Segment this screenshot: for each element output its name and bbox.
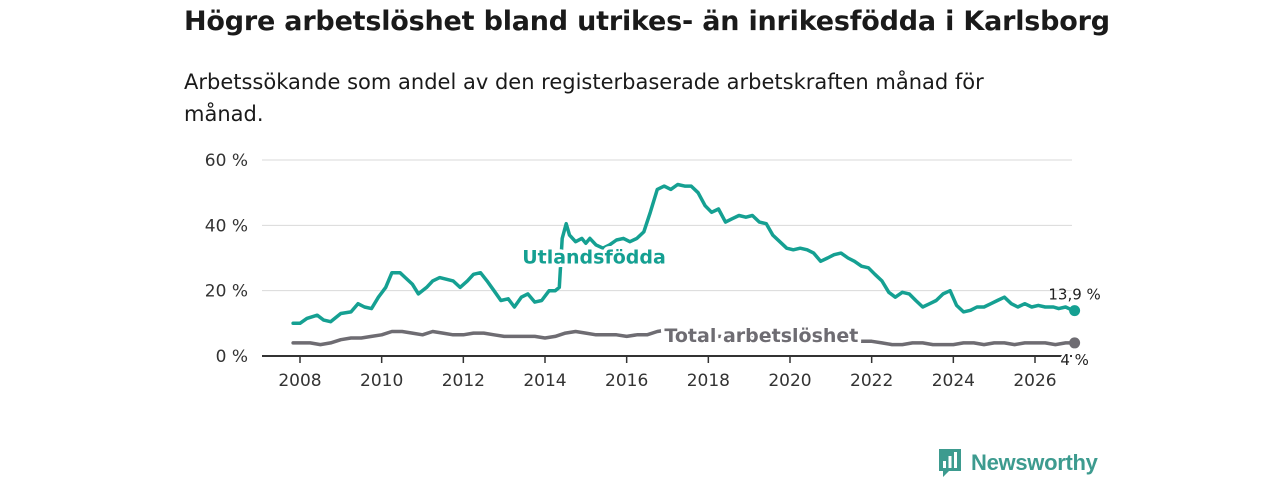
newsworthy-logo[interactable]: Newsworthy [937,447,1098,479]
foreign-born-end-value: 13,9 % [1048,286,1100,304]
y-tick-label: 40 % [205,216,248,236]
y-tick-label: 0 % [216,347,248,367]
y-tick-label: 20 % [205,282,248,302]
gridlines [262,159,1072,357]
x-tick-label: 2014 [523,371,566,391]
chart-title: Högre arbetslöshet bland utrikes- än inr… [184,6,1110,37]
chart-subtitle: Arbetssökande som andel av den registerb… [184,70,984,126]
brand-name: Newsworthy [971,450,1098,475]
x-tick-label: 2010 [360,371,403,391]
x-tick-label: 2026 [1013,371,1056,391]
total-unemployment-line [291,328,1077,347]
x-tick-label: 2022 [850,371,893,391]
x-tick-label: 2018 [687,371,730,391]
series-labels: Utlandsfödda Total arbetslöshet 13,9 % 4 % [519,243,1101,372]
y-tick-label: 60 % [205,151,248,171]
bar-chart-logo-icon [939,449,961,477]
total-end-marker [1069,337,1081,349]
x-axis-ticks: 2008 2010 2012 2014 2016 2018 2020 2022 2024 2026 [278,356,1057,391]
x-tick-label: 2008 [278,371,321,391]
foreign-born-line [291,182,1077,326]
foreign-born-series-label: Utlandsfödda [522,246,666,268]
series-lines [291,182,1081,349]
total-series-label: Total arbetslöshet [664,325,858,347]
x-tick-label: 2024 [932,371,975,391]
foreign-born-end-marker [1069,305,1081,317]
x-tick-label: 2012 [442,371,485,391]
x-tick-label: 2016 [605,371,648,391]
x-tick-label: 2020 [768,371,811,391]
total-end-value: 4 % [1060,351,1089,369]
y-axis-ticks: 0 % 20 % 40 % 60 % [205,151,248,367]
